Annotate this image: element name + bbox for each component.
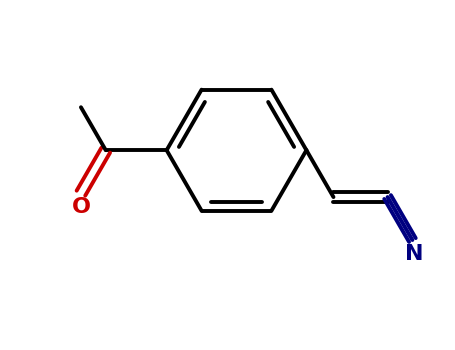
Text: N: N xyxy=(405,244,424,265)
Text: O: O xyxy=(71,197,91,217)
